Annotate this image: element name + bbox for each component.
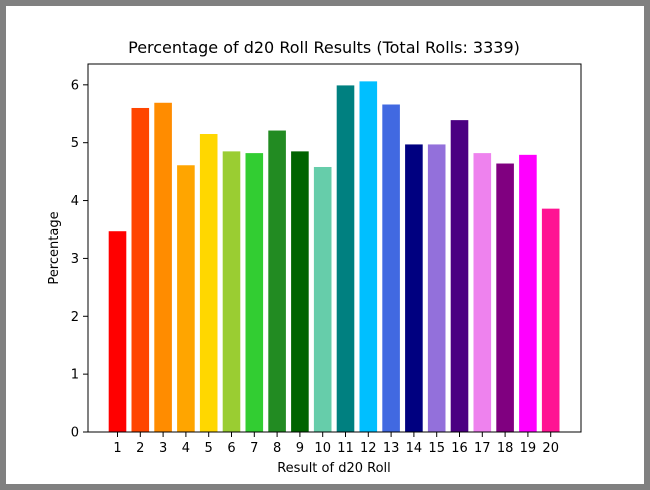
bar-7 bbox=[245, 153, 264, 433]
x-tick-label: 16 bbox=[451, 441, 468, 456]
y-tick-label: 1 bbox=[71, 368, 79, 383]
bar-3 bbox=[154, 102, 172, 433]
x-tick-label: 4 bbox=[182, 441, 190, 456]
x-tick-label: 7 bbox=[250, 441, 258, 456]
x-tick-label: 1 bbox=[113, 441, 121, 456]
bar-2 bbox=[131, 107, 150, 432]
x-tick-label: 14 bbox=[406, 441, 423, 456]
x-tick-label: 5 bbox=[205, 441, 213, 456]
y-axis-label: Percentage bbox=[47, 211, 62, 284]
y-axis: 0 1 2 3 4 5 6 bbox=[71, 78, 88, 441]
x-tick-label: 8 bbox=[273, 441, 281, 456]
bar-9 bbox=[291, 151, 309, 432]
x-axis: 1 2 3 4 5 6 7 8 9 10 11 12 13 14 15 16 17 18 19 20 bbox=[113, 432, 559, 456]
bar-15 bbox=[427, 144, 446, 432]
bar-chart: Percentage of d20 Roll Results (Total Ro… bbox=[47, 38, 582, 476]
x-tick-label: 13 bbox=[383, 441, 400, 456]
bar-19 bbox=[519, 154, 537, 432]
bar-series bbox=[108, 81, 560, 433]
plot-frame bbox=[87, 63, 582, 433]
x-tick-label: 19 bbox=[520, 441, 537, 456]
y-tick-label: 6 bbox=[71, 78, 79, 93]
x-tick-label: 15 bbox=[428, 441, 445, 456]
bar-13 bbox=[382, 104, 400, 432]
bar-18 bbox=[496, 163, 514, 432]
bar-1 bbox=[108, 231, 127, 432]
chart-title: Percentage of d20 Roll Results (Total Ro… bbox=[128, 38, 520, 57]
x-tick-label: 9 bbox=[296, 441, 304, 456]
bar-4 bbox=[177, 165, 195, 432]
bar-8 bbox=[268, 130, 286, 432]
x-tick-label: 18 bbox=[497, 441, 514, 456]
bar-16 bbox=[450, 120, 469, 432]
bar-17 bbox=[473, 153, 492, 433]
y-tick-label: 0 bbox=[71, 426, 79, 441]
bar-12 bbox=[359, 81, 378, 433]
bar-14 bbox=[405, 144, 423, 432]
bar-5 bbox=[199, 134, 218, 432]
x-axis-label: Result of d20 Roll bbox=[277, 461, 391, 476]
y-tick-label: 4 bbox=[71, 194, 79, 209]
x-tick-label: 6 bbox=[227, 441, 235, 456]
x-tick-label: 3 bbox=[159, 441, 167, 456]
bar-11 bbox=[336, 85, 355, 432]
x-tick-label: 2 bbox=[136, 441, 144, 456]
bar-6 bbox=[222, 151, 241, 432]
y-tick-label: 2 bbox=[71, 310, 79, 325]
x-tick-label: 12 bbox=[360, 441, 377, 456]
x-tick-label: 17 bbox=[474, 441, 491, 456]
y-tick-label: 3 bbox=[71, 252, 79, 267]
y-tick-label: 5 bbox=[71, 136, 79, 151]
x-tick-label: 20 bbox=[542, 441, 559, 456]
bar-10 bbox=[313, 166, 332, 433]
x-tick-label: 11 bbox=[337, 441, 354, 456]
bar-20 bbox=[541, 208, 560, 432]
x-tick-label: 10 bbox=[314, 441, 331, 456]
